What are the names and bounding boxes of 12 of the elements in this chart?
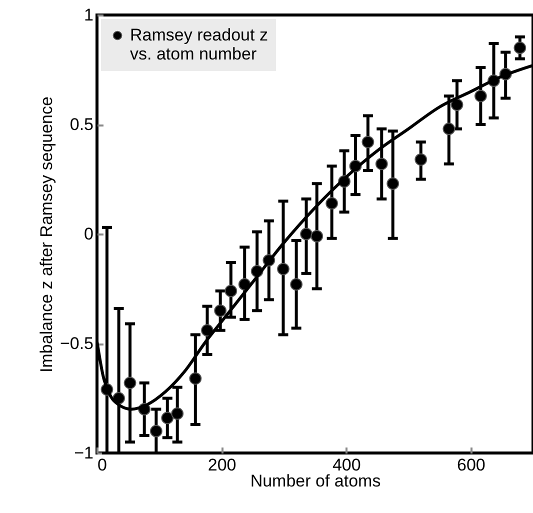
x-tick-label: 0 <box>98 456 107 474</box>
legend-label: Ramsey readout z vs. atom number <box>130 26 268 64</box>
x-tick-label: 400 <box>332 456 361 474</box>
y-tick-label: 1 <box>84 6 94 24</box>
y-tick-label: 0.5 <box>70 115 94 134</box>
x-tick-label: 200 <box>208 456 236 474</box>
y-tick-label: −0.5 <box>60 334 94 353</box>
y-tick-label: −1 <box>74 444 94 462</box>
y-axis-title: Imbalance z after Ramsey sequence <box>36 96 56 372</box>
x-axis-title: Number of atoms <box>250 472 381 490</box>
y-tick-label: 0 <box>84 224 94 244</box>
x-tick-label: 600 <box>457 456 486 474</box>
